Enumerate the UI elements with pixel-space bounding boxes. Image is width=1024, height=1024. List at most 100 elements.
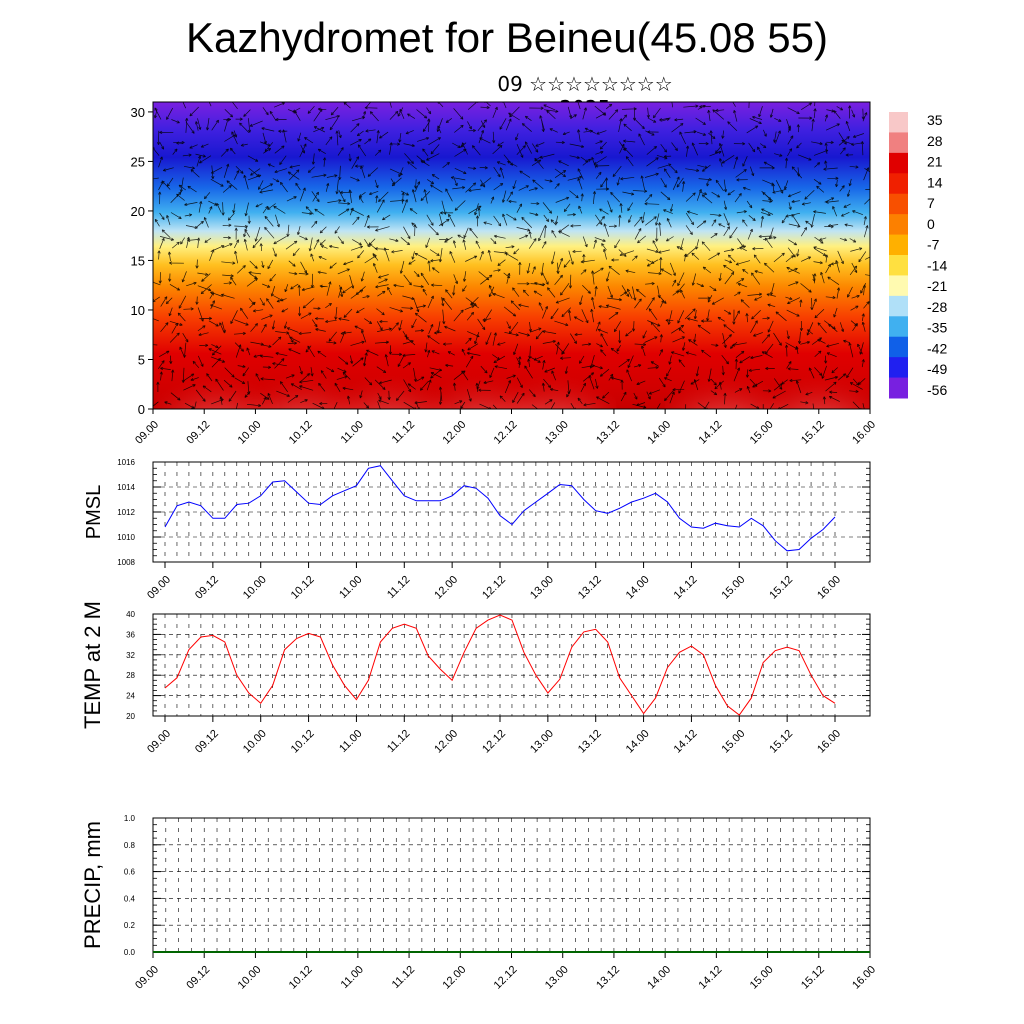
wind-arrow bbox=[250, 323, 258, 332]
wind-arrow bbox=[165, 297, 173, 305]
wind-arrow bbox=[749, 166, 755, 177]
wind-arrow bbox=[260, 183, 274, 191]
wind-arrow bbox=[425, 237, 431, 248]
wind-arrow bbox=[313, 126, 325, 133]
wind-arrow bbox=[318, 256, 327, 261]
wind-arrow bbox=[177, 312, 186, 322]
wind-arrow bbox=[302, 298, 315, 309]
wind-arrow bbox=[172, 148, 178, 155]
wind-arrow bbox=[595, 164, 610, 168]
wind-arrow bbox=[450, 176, 466, 181]
wind-arrow bbox=[733, 142, 746, 146]
wind-arrow bbox=[422, 288, 428, 296]
wind-arrow bbox=[195, 153, 206, 158]
wind-arrow bbox=[179, 177, 184, 193]
wind-arrow bbox=[709, 130, 713, 145]
wind-arrow bbox=[387, 286, 392, 296]
wind-arrow bbox=[646, 297, 655, 311]
wind-arrow bbox=[528, 187, 538, 191]
wind-arrow bbox=[647, 130, 659, 134]
wind-arrow bbox=[736, 178, 748, 182]
wind-arrow bbox=[709, 285, 717, 292]
wind-arrow bbox=[771, 183, 775, 192]
precip-frame bbox=[152, 817, 871, 953]
wind-arrow bbox=[289, 164, 301, 169]
wind-arrow bbox=[313, 126, 326, 133]
wind-arrow bbox=[605, 271, 610, 282]
wind-arrow bbox=[647, 117, 657, 123]
wind-arrow bbox=[153, 318, 159, 322]
wind-arrow bbox=[683, 104, 699, 108]
precip-y-tick-label: 0.8 bbox=[124, 841, 136, 850]
wind-arrow bbox=[350, 176, 360, 182]
wind-arrow bbox=[849, 165, 859, 169]
wind-arrow bbox=[712, 109, 725, 120]
wind-arrow bbox=[593, 239, 597, 249]
wind-arrow bbox=[742, 186, 751, 191]
wind-arrow bbox=[736, 210, 747, 214]
wind-arrow bbox=[685, 192, 696, 202]
wind-arrow bbox=[488, 286, 495, 298]
wind-arrow bbox=[595, 140, 603, 145]
wind-arrow bbox=[407, 161, 417, 170]
wind-arrow bbox=[506, 272, 511, 284]
wind-arrow bbox=[607, 297, 622, 302]
wind-arrow bbox=[402, 353, 416, 357]
wind-arrow bbox=[646, 157, 659, 167]
wind-arrow bbox=[665, 318, 674, 323]
colorbar-swatch bbox=[889, 193, 908, 215]
wind-arrow bbox=[158, 191, 162, 205]
wind-arrow bbox=[800, 256, 812, 262]
temp-x-tick-label: 14.12 bbox=[672, 728, 700, 756]
wind-arrow bbox=[247, 155, 259, 162]
temp-x-tick-label: 16.00 bbox=[815, 728, 843, 756]
wind-arrow bbox=[311, 153, 315, 165]
colorbar-label: -14 bbox=[927, 257, 947, 273]
wind-arrow bbox=[253, 354, 262, 358]
precip-y-tick-label: 1.0 bbox=[124, 814, 136, 823]
wind-arrow bbox=[863, 216, 867, 226]
wind-arrow bbox=[465, 337, 472, 345]
wind-arrow bbox=[453, 309, 464, 322]
wind-arrow bbox=[466, 351, 481, 356]
wind-arrow bbox=[836, 106, 844, 111]
wind-arrow bbox=[431, 283, 443, 287]
precip-y-tick-label: 0.4 bbox=[124, 894, 136, 903]
wind-arrow bbox=[518, 303, 529, 308]
wind-arrow bbox=[711, 297, 724, 305]
wind-arrow bbox=[275, 352, 288, 357]
wind-arrow bbox=[801, 102, 812, 110]
wind-arrow bbox=[319, 226, 327, 234]
wind-arrow bbox=[325, 302, 332, 309]
wind-arrow bbox=[671, 324, 685, 334]
wind-arrow bbox=[283, 321, 288, 329]
wind-arrow bbox=[672, 290, 680, 296]
wind-arrow bbox=[625, 330, 633, 337]
wind-arrow bbox=[492, 292, 505, 299]
wind-arrow bbox=[554, 183, 560, 189]
precip-x-tick-label: 14.12 bbox=[697, 964, 725, 992]
colorbar-label: -42 bbox=[927, 340, 947, 356]
wind-arrow bbox=[158, 156, 163, 168]
wind-arrow bbox=[702, 266, 712, 274]
pmsl-x-tick-label: 12.00 bbox=[432, 574, 460, 602]
wind-arrow bbox=[804, 189, 815, 200]
wind-arrow bbox=[168, 273, 172, 282]
wind-arrow bbox=[338, 208, 350, 216]
wind-arrow bbox=[270, 285, 276, 297]
wind-arrow bbox=[813, 210, 826, 214]
wind-arrow bbox=[568, 250, 574, 265]
wind-arrow bbox=[337, 236, 344, 245]
wind-arrow bbox=[550, 219, 557, 226]
wind-arrow bbox=[749, 118, 762, 125]
wind-arrow bbox=[659, 117, 671, 122]
wind-arrow bbox=[503, 306, 517, 317]
wind-arrow bbox=[544, 109, 559, 113]
wind-arrow bbox=[852, 210, 864, 216]
wind-arrow bbox=[411, 189, 417, 203]
pmsl-x-tick-label: 13.12 bbox=[576, 574, 604, 602]
wind-arrow bbox=[400, 237, 411, 246]
wind-arrows bbox=[153, 102, 870, 409]
wind-arrow bbox=[307, 345, 315, 358]
heatmap-x-tick-label: 11.00 bbox=[339, 419, 366, 446]
